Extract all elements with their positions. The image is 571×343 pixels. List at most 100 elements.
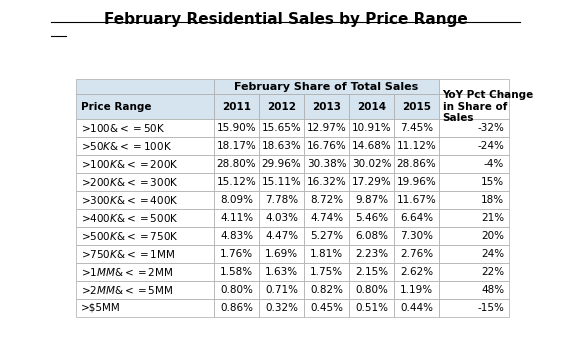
Text: 1.58%: 1.58% <box>220 267 253 277</box>
Bar <box>349 191 394 209</box>
Text: >$500K & <=$750K: >$500K & <=$750K <box>81 230 179 242</box>
Bar <box>214 281 259 299</box>
Bar <box>394 209 439 227</box>
Text: >$50K & <=$100K: >$50K & <=$100K <box>81 140 172 152</box>
Bar <box>439 209 509 227</box>
Bar <box>439 227 509 245</box>
Text: Price Range: Price Range <box>81 102 152 111</box>
Text: 1.63%: 1.63% <box>265 267 298 277</box>
Bar <box>76 191 214 209</box>
Text: 0.45%: 0.45% <box>310 303 343 313</box>
Text: 1.19%: 1.19% <box>400 285 433 295</box>
Text: 2012: 2012 <box>267 102 296 111</box>
Text: 0.51%: 0.51% <box>355 303 388 313</box>
Bar <box>304 173 349 191</box>
Bar <box>259 191 304 209</box>
Bar <box>349 119 394 137</box>
Bar <box>259 155 304 173</box>
Bar <box>439 173 509 191</box>
Text: 2011: 2011 <box>222 102 251 111</box>
Text: 2.15%: 2.15% <box>355 267 388 277</box>
Bar <box>214 137 259 155</box>
Text: February Residential Sales by Price Range: February Residential Sales by Price Rang… <box>103 12 468 27</box>
Bar <box>304 94 349 119</box>
Bar <box>76 137 214 155</box>
Bar <box>394 227 439 245</box>
Text: 2013: 2013 <box>312 102 341 111</box>
Text: 15.90%: 15.90% <box>217 123 256 133</box>
Text: 4.74%: 4.74% <box>310 213 343 223</box>
Bar <box>76 119 214 137</box>
Bar <box>349 245 394 263</box>
Text: 7.30%: 7.30% <box>400 231 433 241</box>
Text: >$200K & <=$300K: >$200K & <=$300K <box>81 176 179 188</box>
Text: 18%: 18% <box>481 195 504 205</box>
Bar <box>259 137 304 155</box>
Bar <box>439 119 509 137</box>
Bar <box>439 137 509 155</box>
Text: YoY Pct Change
in Share of
Sales: YoY Pct Change in Share of Sales <box>443 90 534 123</box>
Bar <box>259 299 304 317</box>
Bar <box>76 299 214 317</box>
Text: -15%: -15% <box>477 303 504 313</box>
Text: >$300K & <=$400K: >$300K & <=$400K <box>81 194 179 206</box>
Text: 28.86%: 28.86% <box>397 159 436 169</box>
Bar <box>439 94 509 119</box>
Bar <box>394 155 439 173</box>
Bar <box>394 191 439 209</box>
Text: 2015: 2015 <box>402 102 431 111</box>
Text: 11.12%: 11.12% <box>397 141 436 151</box>
Bar <box>76 227 214 245</box>
Text: 18.63%: 18.63% <box>262 141 301 151</box>
Bar <box>349 263 394 281</box>
Text: 5.46%: 5.46% <box>355 213 388 223</box>
Bar <box>76 155 214 173</box>
Text: 22%: 22% <box>481 267 504 277</box>
Bar <box>304 155 349 173</box>
Bar <box>349 137 394 155</box>
Bar <box>439 263 509 281</box>
Bar <box>304 191 349 209</box>
Text: 12.97%: 12.97% <box>307 123 347 133</box>
Text: 1.81%: 1.81% <box>310 249 343 259</box>
Text: -4%: -4% <box>484 159 504 169</box>
Bar <box>76 94 214 119</box>
Bar <box>214 191 259 209</box>
Text: 2.76%: 2.76% <box>400 249 433 259</box>
Bar <box>394 119 439 137</box>
Bar <box>214 227 259 245</box>
Bar <box>394 94 439 119</box>
Text: 4.83%: 4.83% <box>220 231 253 241</box>
Text: 28.80%: 28.80% <box>217 159 256 169</box>
Text: 5.27%: 5.27% <box>310 231 343 241</box>
Text: 11.67%: 11.67% <box>397 195 436 205</box>
Bar <box>259 227 304 245</box>
Text: 16.32%: 16.32% <box>307 177 347 187</box>
Text: 9.87%: 9.87% <box>355 195 388 205</box>
Text: 18.17%: 18.17% <box>216 141 256 151</box>
Bar <box>394 137 439 155</box>
Bar <box>439 299 509 317</box>
Text: >$100K & <=$200K: >$100K & <=$200K <box>81 158 179 170</box>
Text: 1.69%: 1.69% <box>265 249 298 259</box>
Bar <box>394 263 439 281</box>
Bar <box>259 209 304 227</box>
Bar <box>394 299 439 317</box>
Text: 14.68%: 14.68% <box>352 141 391 151</box>
Text: 29.96%: 29.96% <box>262 159 301 169</box>
Bar <box>76 281 214 299</box>
Text: 1.75%: 1.75% <box>310 267 343 277</box>
Bar <box>304 245 349 263</box>
Bar <box>214 80 439 94</box>
Text: >$750K & <=$1MM: >$750K & <=$1MM <box>81 248 175 260</box>
Bar <box>439 80 509 94</box>
Text: -32%: -32% <box>477 123 504 133</box>
Bar <box>259 119 304 137</box>
Bar <box>214 119 259 137</box>
Bar <box>439 191 509 209</box>
Text: 7.78%: 7.78% <box>265 195 298 205</box>
Text: 0.44%: 0.44% <box>400 303 433 313</box>
Text: 0.80%: 0.80% <box>220 285 253 295</box>
Bar <box>259 173 304 191</box>
Text: 20%: 20% <box>481 231 504 241</box>
